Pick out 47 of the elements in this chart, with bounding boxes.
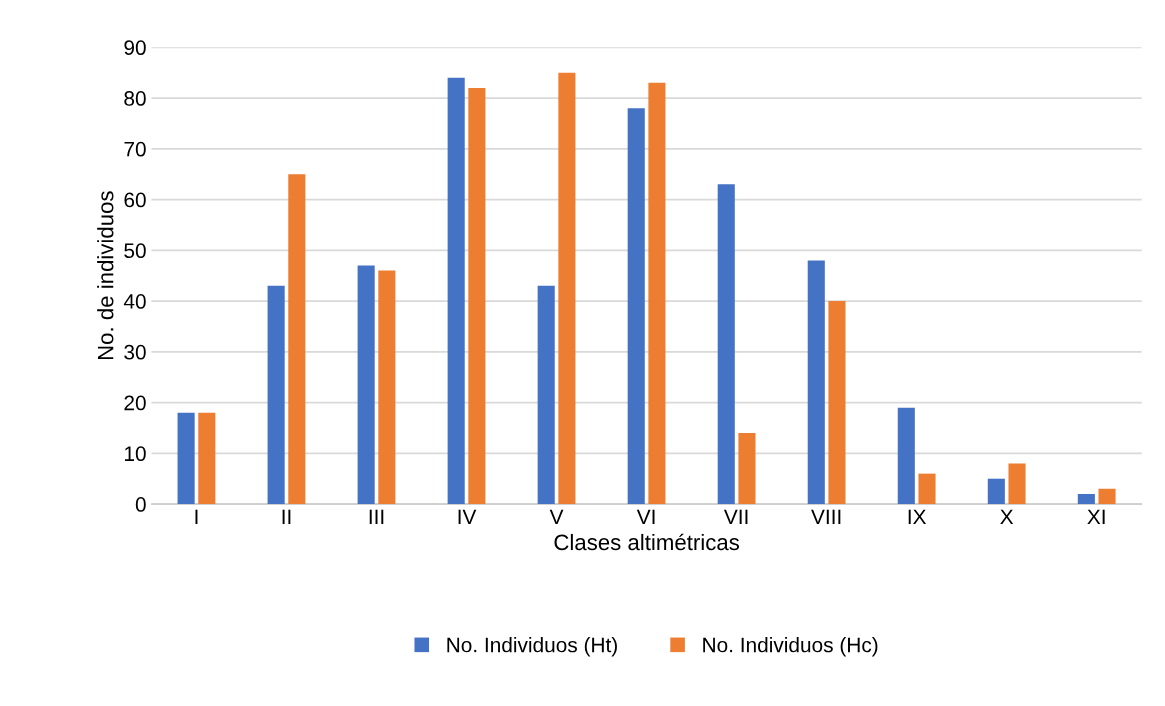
bar — [378, 270, 396, 505]
bar — [648, 82, 666, 505]
y-tick-label: 10 — [125, 446, 146, 462]
x-tick-label: XI — [1087, 509, 1105, 525]
bar — [447, 77, 465, 505]
y-tick-label: 20 — [124, 395, 146, 411]
bar — [357, 265, 375, 505]
legend-label: No. Individuos (Hc) — [703, 637, 878, 657]
bar — [1098, 488, 1116, 505]
x-tick-label: III — [369, 509, 384, 525]
y-tick-label: 40 — [123, 294, 146, 309]
y-axis-title: No. de individuos — [97, 191, 114, 360]
x-tick-label: VII — [723, 509, 748, 525]
bar — [198, 412, 216, 505]
bar — [537, 285, 555, 505]
bar — [987, 478, 1005, 505]
bar — [468, 87, 486, 505]
bar — [177, 412, 195, 505]
bar — [288, 174, 306, 505]
bar — [828, 301, 846, 505]
bar — [717, 184, 735, 505]
bar — [738, 433, 756, 505]
y-tick-label: 0 — [135, 497, 146, 512]
y-tick-label: 90 — [124, 40, 146, 56]
x-tick-label: II — [282, 509, 291, 525]
bar — [558, 72, 576, 505]
y-tick-label: 60 — [124, 192, 146, 208]
bar — [807, 260, 825, 505]
bar — [1077, 493, 1095, 505]
bar — [1008, 463, 1026, 505]
x-axis-title: Clases altimétricas — [554, 533, 740, 551]
bar — [918, 473, 936, 505]
legend-label: No. Individuos (Ht) — [447, 637, 617, 657]
bar — [897, 407, 915, 505]
x-tick-label: X — [1000, 509, 1014, 525]
x-tick-label: V — [549, 509, 564, 525]
y-tick-label: 70 — [124, 141, 146, 157]
x-tick-label: I — [195, 509, 198, 525]
y-tick-label: 80 — [124, 91, 146, 106]
x-tick-label: IV — [458, 509, 477, 525]
x-tick-label: IX — [908, 509, 927, 525]
bar — [267, 285, 285, 505]
bar — [627, 108, 645, 505]
x-tick-label: VIII — [811, 509, 841, 525]
y-tick-label: 30 — [124, 344, 146, 360]
y-tick-label: 50 — [124, 243, 146, 259]
x-tick-label: VI — [636, 509, 655, 525]
